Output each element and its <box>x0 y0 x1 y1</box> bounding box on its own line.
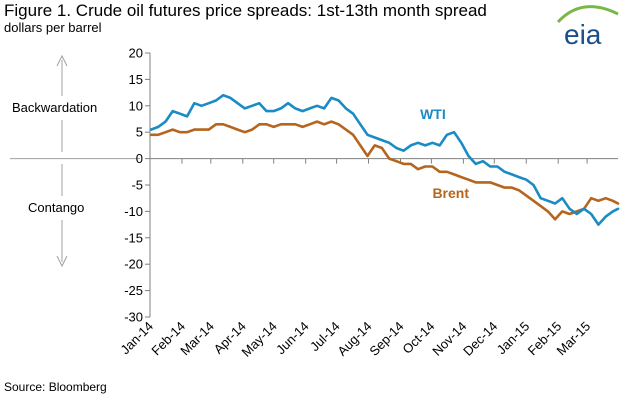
y-tick-label: 10 <box>129 98 143 113</box>
y-tick-label: 0 <box>136 151 143 166</box>
source-note: Source: Bloomberg <box>4 380 107 394</box>
annotation-guides <box>10 54 140 268</box>
logo-swoosh <box>556 5 619 24</box>
x-tick-label: Jun-14 <box>273 319 312 358</box>
backwardation-label: Backwardation <box>12 100 98 115</box>
y-tick-label: 20 <box>129 46 143 61</box>
eia-logo-icon: eia <box>552 2 620 50</box>
y-axis: 20 15 10 5 0 -5 -10 -15 -20 -25 -30 <box>124 46 151 325</box>
contango-label: Contango <box>28 200 85 215</box>
down-arrow-head-icon <box>56 255 68 268</box>
up-arrow-head-icon <box>56 54 68 67</box>
series-lines <box>149 93 620 226</box>
y-tick-label: 5 <box>136 125 143 140</box>
x-tick-label: Jan-15 <box>494 319 533 358</box>
x-tick-label: Aug-14 <box>334 319 374 359</box>
logo-text: eia <box>564 19 602 50</box>
series-labels: WTI Brent <box>420 106 469 201</box>
series-label-wti: WTI <box>420 106 446 122</box>
x-axis: Jan-14Feb-14Mar-14Apr-14May-14Jun-14Jul-… <box>117 158 618 360</box>
y-tick-label: -20 <box>124 257 143 272</box>
chart-title: Figure 1. Crude oil futures price spread… <box>4 1 487 20</box>
x-tick-label: Sep-14 <box>366 319 406 359</box>
y-axis-unit-label: dollars per barrel <box>4 20 102 35</box>
x-tick-label: May-14 <box>239 319 280 360</box>
y-tick-label: -30 <box>124 310 143 325</box>
series-line-brent <box>149 120 620 221</box>
series-line-wti <box>149 93 620 226</box>
x-tick-label: Dec-14 <box>460 319 500 359</box>
y-tick-label: -10 <box>124 204 143 219</box>
y-tick-label: -5 <box>131 178 143 193</box>
y-tick-label: -15 <box>124 230 143 245</box>
eia-logo-graphic: eia <box>556 5 619 50</box>
series-label-brent: Brent <box>432 185 469 201</box>
y-tick-label: -25 <box>124 283 143 298</box>
y-tick-label: 15 <box>129 72 143 87</box>
